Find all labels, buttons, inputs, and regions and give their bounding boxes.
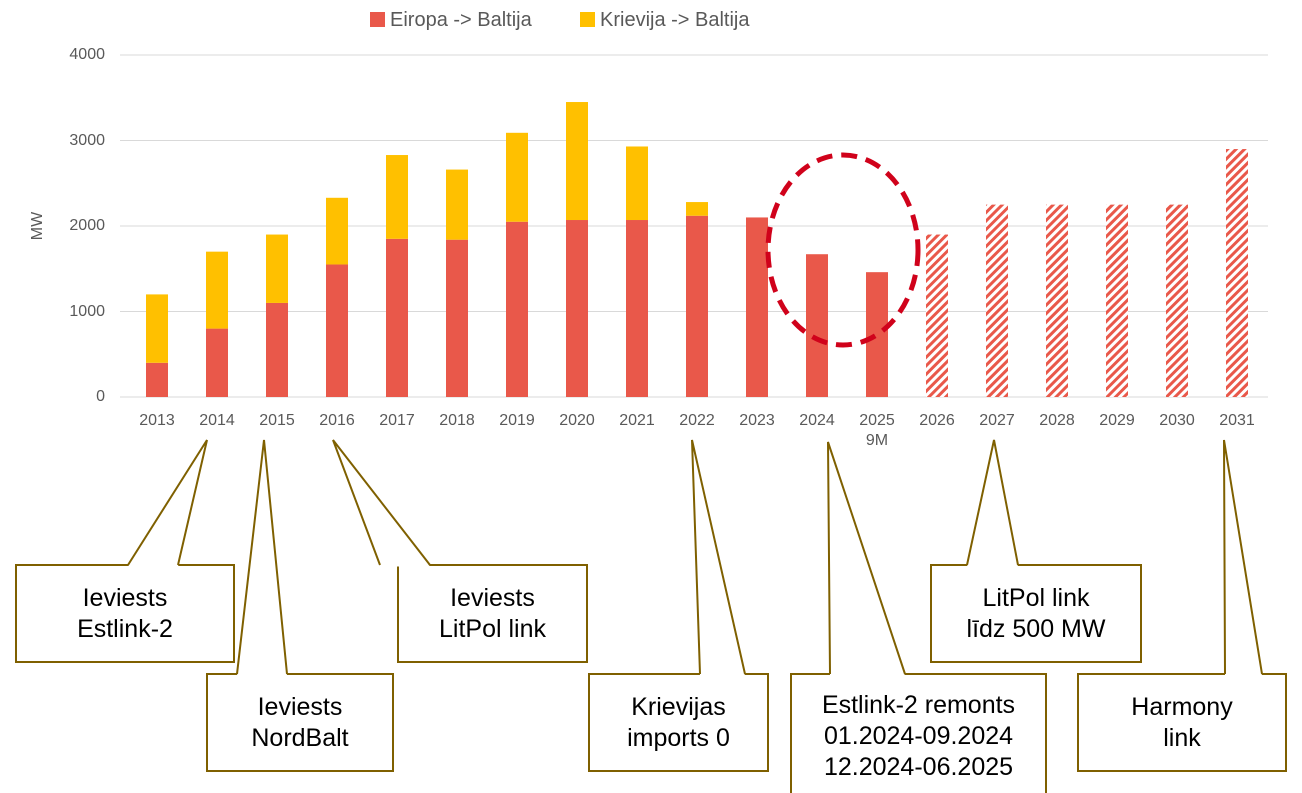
bar-segment bbox=[506, 132, 528, 222]
bar-segment bbox=[986, 204, 1008, 397]
callout-box bbox=[930, 564, 1142, 663]
callout-text: Ieviests Estlink-2 bbox=[77, 583, 173, 643]
bar-segment bbox=[146, 362, 168, 397]
x-tick-label: 2021 bbox=[619, 412, 655, 429]
callout-pointer bbox=[827, 441, 906, 675]
callout-text: Harmony link bbox=[1131, 692, 1233, 752]
bar-segment bbox=[386, 155, 408, 239]
x-tick-label: 2020 bbox=[559, 412, 595, 429]
x-tick-label: 2028 bbox=[1039, 412, 1075, 429]
bar-segment bbox=[266, 234, 288, 303]
x-tick-label: 2018 bbox=[439, 412, 475, 429]
callout-text: Estlink-2 remonts 01.2024-09.2024 12.202… bbox=[821, 691, 1016, 781]
bar-segment bbox=[326, 197, 348, 265]
bar-segment bbox=[1106, 204, 1128, 397]
bar-segment bbox=[1226, 149, 1248, 397]
x-tick-label: 2026 bbox=[919, 412, 955, 429]
callout-pointer bbox=[691, 439, 746, 675]
bar-segment bbox=[746, 217, 768, 397]
callout-text: LitPol link līdz 500 MW bbox=[966, 583, 1106, 643]
bar-segment bbox=[506, 221, 528, 397]
x-tick-label: 2015 bbox=[259, 412, 295, 429]
bar-segment bbox=[926, 234, 948, 397]
bar-segment bbox=[386, 238, 408, 397]
bar-segment bbox=[326, 264, 348, 397]
bar-segment bbox=[206, 328, 228, 397]
y-axis-label: MW bbox=[29, 211, 46, 240]
callout-box bbox=[206, 673, 394, 772]
x-tick-label: 2025 9M bbox=[859, 412, 895, 449]
callout-box bbox=[15, 564, 235, 663]
bar-segment bbox=[566, 220, 588, 397]
x-tick-label: 2022 bbox=[679, 412, 715, 429]
legend-label: Eiropa -> Baltija bbox=[390, 9, 532, 31]
x-tick-label: 2024 bbox=[799, 412, 835, 429]
x-tick-label: 2029 bbox=[1099, 412, 1135, 429]
bar-segment bbox=[626, 220, 648, 397]
bar-segment bbox=[686, 215, 708, 397]
x-tick-label: 2030 bbox=[1159, 412, 1195, 429]
bar-segment bbox=[566, 102, 588, 221]
bar-segment bbox=[626, 146, 648, 221]
callout-pointer bbox=[127, 439, 208, 566]
y-tick-label: 4000 bbox=[69, 46, 105, 63]
x-tick-label: 2016 bbox=[319, 412, 355, 429]
bar-segment bbox=[686, 202, 708, 216]
y-tick-label: 2000 bbox=[69, 217, 105, 234]
callout-pointer bbox=[966, 439, 1019, 566]
x-tick-label: 2013 bbox=[139, 412, 175, 429]
callout-text: Ieviests LitPol link bbox=[439, 583, 546, 643]
bar-segment bbox=[866, 272, 888, 397]
callout-box bbox=[588, 673, 769, 772]
bar-segment bbox=[446, 239, 468, 397]
bar-segment bbox=[266, 302, 288, 397]
bar-segment bbox=[1046, 204, 1068, 397]
x-tick-label: 2023 bbox=[739, 412, 775, 429]
bar-segment bbox=[1166, 204, 1188, 397]
bar-segment bbox=[806, 254, 828, 397]
bar-segment bbox=[206, 251, 228, 329]
callout-pointer-fill bbox=[237, 440, 287, 676]
legend-swatch bbox=[580, 12, 595, 27]
y-tick-label: 1000 bbox=[69, 302, 105, 320]
legend-label: Krievija -> Baltija bbox=[600, 9, 750, 31]
bar-segment bbox=[146, 294, 168, 363]
x-tick-label: 2014 bbox=[199, 412, 235, 429]
callout-text: Krievijas imports 0 bbox=[627, 692, 730, 752]
x-tick-label: 2017 bbox=[379, 412, 415, 429]
callout-box bbox=[397, 564, 588, 663]
x-tick-label: 2027 bbox=[979, 412, 1015, 429]
callout-pointer-fill bbox=[967, 440, 1018, 567]
highlight-ellipse bbox=[765, 152, 921, 348]
x-tick-label: 2031 bbox=[1219, 412, 1255, 429]
legend-swatch bbox=[370, 12, 385, 27]
callout-box bbox=[1077, 673, 1287, 772]
callout-text: Ieviests NordBalt bbox=[251, 692, 349, 752]
bar-segment bbox=[446, 169, 468, 240]
y-tick-label: 0 bbox=[96, 388, 105, 405]
callout-box bbox=[790, 673, 1047, 793]
callout-pointer bbox=[1223, 439, 1263, 675]
y-tick-label: 3000 bbox=[69, 131, 105, 149]
callout-pointer bbox=[332, 439, 431, 566]
callout-pointer bbox=[236, 439, 288, 675]
x-tick-label: 2019 bbox=[499, 412, 535, 429]
